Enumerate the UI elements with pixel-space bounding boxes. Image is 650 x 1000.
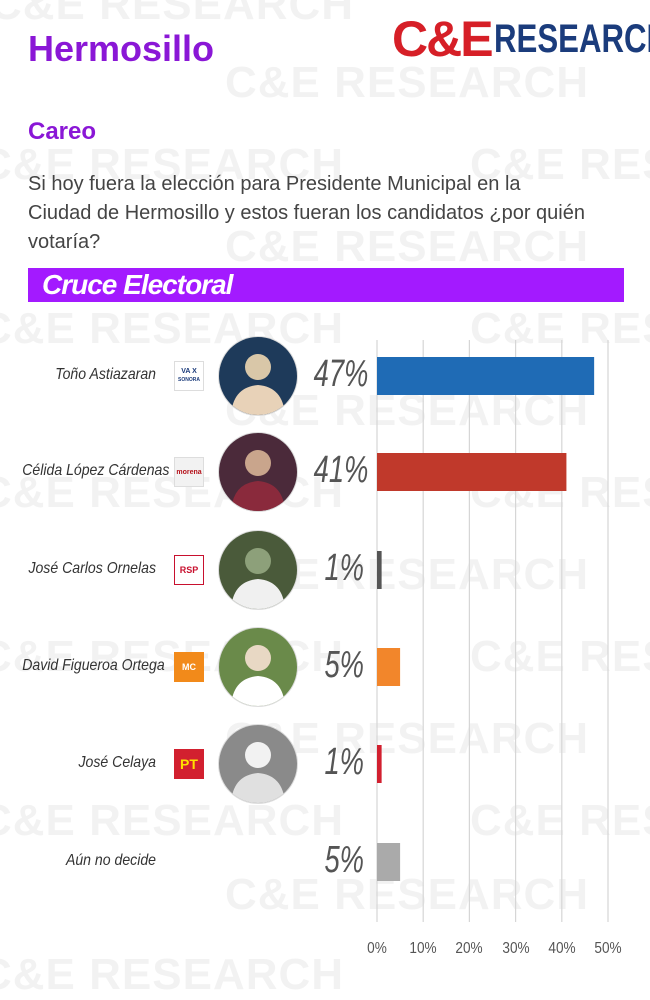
candidate-name: Aún no decide: [65, 852, 156, 869]
bar: [377, 843, 401, 881]
person-icon: [231, 548, 285, 609]
rsp-logo-icon: RSP: [174, 555, 204, 585]
candidate-photo: [219, 531, 297, 609]
bar: [377, 648, 401, 686]
brand-logo: C&E RESEARCH: [392, 11, 650, 67]
bar-chart: [376, 340, 609, 922]
candidate-photo: [219, 433, 297, 511]
city-title: Hermosillo: [28, 28, 215, 69]
candidate-photo: [219, 725, 297, 803]
x-tick-label: 10%: [409, 940, 437, 957]
party-logo-text: SONORA: [178, 377, 200, 383]
value-label: 5%: [324, 839, 364, 881]
x-tick-label: 20%: [455, 940, 484, 957]
morena-logo-icon: morena: [174, 457, 204, 487]
bar: [377, 745, 382, 783]
value-label: 1%: [324, 741, 364, 783]
candidate-name: David Figueroa Ortega: [22, 657, 165, 674]
x-tick-label: 40%: [548, 940, 576, 957]
party-logo-text: PT: [180, 756, 198, 772]
logo-prefix: C&E: [392, 11, 494, 67]
person-icon: [231, 742, 285, 803]
x-tick-label: 30%: [501, 940, 530, 957]
value-label: 5%: [324, 644, 364, 686]
chart-banner: Cruce Electoral: [28, 268, 624, 302]
value-label: 1%: [324, 547, 364, 589]
candidate-photo: [219, 337, 297, 415]
survey-question: Si hoy fuera la elección para Presidente…: [28, 173, 585, 253]
person-icon: [231, 354, 285, 415]
party-logo-text: MC: [182, 662, 196, 672]
x-tick-label: 0%: [367, 940, 387, 957]
bar: [377, 551, 382, 589]
bar: [377, 357, 595, 395]
person-icon: [231, 645, 285, 706]
bar: [377, 453, 567, 491]
candidate-name: Toño Astiazaran: [55, 366, 157, 383]
party-logo-text: VA X: [181, 368, 197, 375]
party-logo-text: RSP: [179, 565, 199, 575]
value-label: 47%: [313, 353, 369, 395]
chart-title: Cruce Electoral: [42, 269, 233, 300]
movimiento-ciudadano-logo-icon: MC: [174, 652, 204, 682]
candidate-name: Célida López Cárdenas: [22, 462, 170, 479]
candidate-name: José Celaya: [78, 754, 156, 771]
value-label: 41%: [313, 449, 369, 491]
candidate-name: José Carlos Ornelas: [28, 560, 157, 577]
pt-logo-icon: PT: [174, 749, 204, 779]
person-icon: [231, 450, 285, 511]
x-tick-label: 50%: [594, 940, 622, 957]
party-logo-text: morena: [176, 468, 202, 476]
va-x-sonora-logo-icon: VA X SONORA: [174, 361, 204, 391]
logo-suffix: RESEARCH: [493, 16, 650, 61]
candidate-photo: [219, 628, 297, 706]
section-title: Careo: [28, 118, 97, 145]
